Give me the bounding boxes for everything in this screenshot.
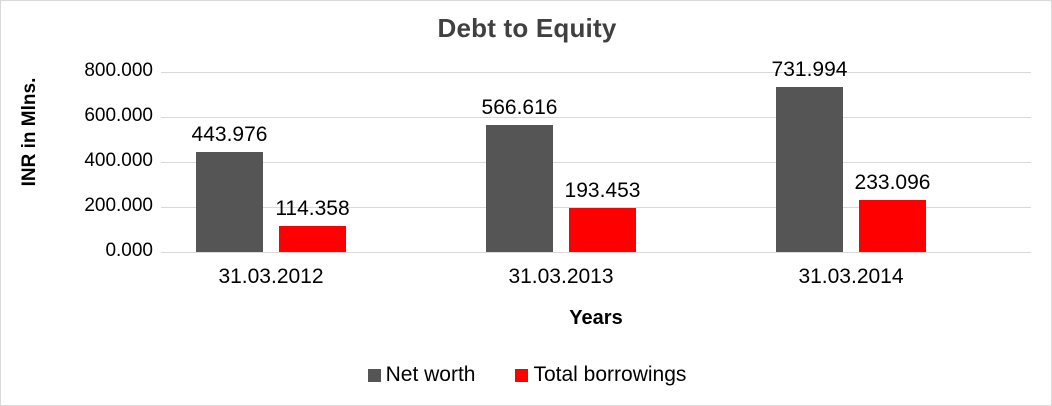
- bar-value-label: 731.994: [771, 58, 848, 82]
- bar-net-worth-31.03.2013[interactable]: [486, 124, 553, 252]
- gridline: [161, 207, 1031, 208]
- x-axis-title: Years: [569, 307, 623, 329]
- gridline: [161, 72, 1031, 73]
- bar-net-worth-31.03.2012[interactable]: [196, 152, 263, 252]
- legend-label: Net worth: [385, 363, 476, 386]
- gridline: [161, 117, 1031, 118]
- bar-value-label: 233.096: [854, 170, 931, 194]
- bar-total-borrowings-31.03.2013[interactable]: [569, 208, 636, 252]
- y-axis-tick-label: 400.000: [84, 150, 153, 171]
- bar-total-borrowings-31.03.2012[interactable]: [279, 226, 346, 252]
- chart-title: Debt to Equity: [437, 13, 617, 43]
- legend-item-net-worth[interactable]: Net worth: [367, 363, 476, 387]
- y-axis-tick-label: 800.000: [84, 60, 153, 81]
- y-axis-tick-label: 600.000: [84, 105, 153, 126]
- bar-value-label: 443.976: [191, 123, 268, 147]
- bar-value-label: 193.453: [564, 179, 641, 203]
- y-axis-title: INR in Mlns.: [19, 77, 40, 187]
- legend-swatch-icon: [515, 368, 529, 382]
- chart-legend: Net worth Total borrowings: [1, 363, 1051, 387]
- legend-item-total-borrowings[interactable]: Total borrowings: [515, 363, 686, 387]
- x-axis-category-label: 31.03.2012: [218, 265, 324, 288]
- bar-net-worth-31.03.2014[interactable]: [776, 87, 843, 252]
- legend-swatch-icon: [367, 368, 381, 382]
- gridline: [161, 162, 1031, 163]
- x-axis-category-label: 31.03.2013: [508, 265, 614, 288]
- gridline: [161, 252, 1031, 253]
- y-axis-tick-label: 200.000: [84, 195, 153, 216]
- bar-value-label: 114.358: [275, 197, 350, 221]
- plot-area: 443.976 114.358 566.616 193.453 731.994 233.0…: [161, 58, 1031, 253]
- bar-value-label: 566.616: [481, 95, 558, 119]
- x-axis-category-label: 31.03.2014: [798, 265, 904, 288]
- legend-label: Total borrowings: [533, 363, 687, 386]
- y-axis-tick-labels: 0.000 200.000 400.000 600.000 800.000: [59, 60, 153, 261]
- bar-total-borrowings-31.03.2014[interactable]: [859, 199, 926, 252]
- y-axis-tick-label: 0.000: [105, 240, 153, 261]
